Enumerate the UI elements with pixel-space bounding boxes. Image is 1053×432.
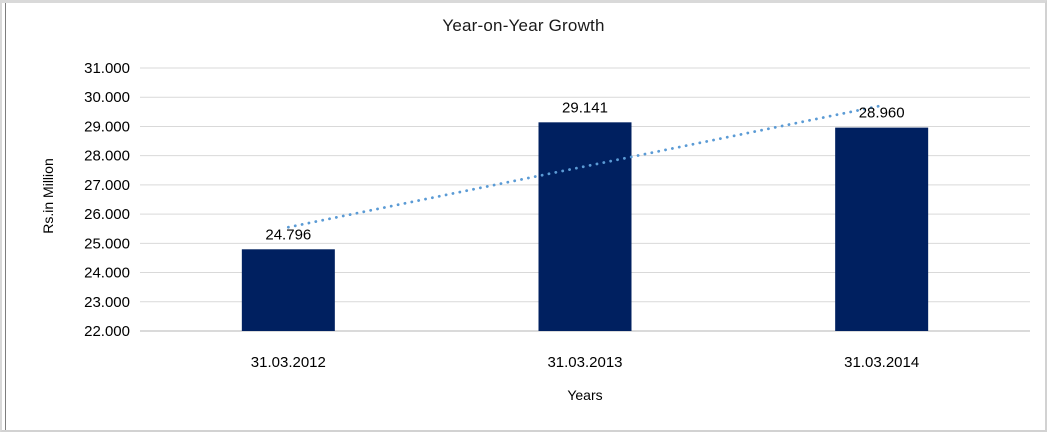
y-tick-label: 22.000 bbox=[84, 323, 130, 340]
y-tick-label: 30.000 bbox=[84, 89, 130, 106]
bar-value-label: 28.960 bbox=[859, 105, 905, 122]
x-axis-title: Years bbox=[567, 387, 603, 403]
y-tick-label: 24.000 bbox=[84, 265, 130, 282]
y-tick-label: 26.000 bbox=[84, 206, 130, 223]
y-tick-label: 23.000 bbox=[84, 294, 130, 311]
y-tick-label: 27.000 bbox=[84, 177, 130, 194]
left-border-line bbox=[5, 3, 6, 430]
plot-area: 22.000 23.000 24.000 25.000 26.000 27.000 28.0… bbox=[84, 60, 1030, 371]
bar-value-label: 29.141 bbox=[562, 99, 608, 116]
y-tick-label: 29.000 bbox=[84, 118, 130, 135]
bar bbox=[835, 127, 929, 331]
bar bbox=[538, 122, 632, 331]
x-tick-label: 31.03.2013 bbox=[547, 354, 622, 371]
y-tick-label: 25.000 bbox=[84, 235, 130, 252]
y-tick-label: 31.000 bbox=[84, 60, 130, 77]
y-tick-label: 28.000 bbox=[84, 148, 130, 165]
bar-value-label: 24.796 bbox=[265, 226, 311, 243]
chart-title: Year-on-Year Growth bbox=[442, 16, 605, 35]
bar bbox=[241, 249, 335, 331]
trendline bbox=[286, 104, 884, 229]
x-tick-label: 31.03.2014 bbox=[844, 354, 919, 371]
x-tick-label: 31.03.2012 bbox=[251, 354, 326, 371]
